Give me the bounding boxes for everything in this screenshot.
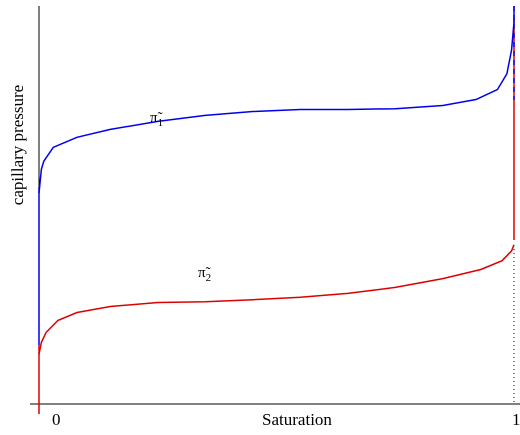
series-1-line [38,6,515,194]
y-axis-title: capillary pressure [8,85,27,205]
series-2-line [38,244,515,355]
x-tick-label-1: 1 [512,410,520,429]
series-2-label: π̃2 [198,265,211,284]
x-tick-label-0: 0 [52,410,61,429]
series-1-label: π̃1 [150,110,163,129]
x-axis-title: Saturation [262,410,332,429]
